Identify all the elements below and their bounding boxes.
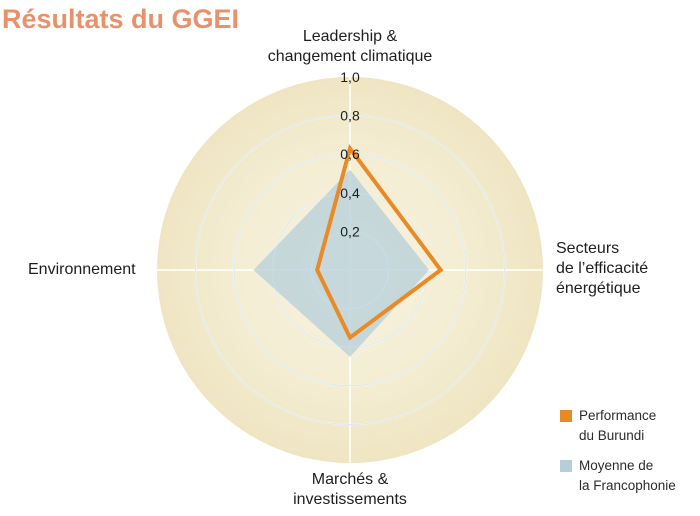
legend-swatch-francophonie: [560, 460, 572, 472]
axis-label-leadership: Leadership & changement climatique: [267, 28, 433, 65]
chart-title: Résultats du GGEI: [2, 4, 240, 34]
axis-label-environnement: Environnement: [28, 261, 136, 278]
tick-label: 0,6: [340, 146, 360, 162]
legend-item-burundi: Performance du Burundi: [560, 406, 676, 446]
tick-labels: 0,2 0,4 0,6 0,8 1,0: [340, 69, 360, 239]
legend-swatch-burundi: [560, 410, 572, 422]
tick-label: 0,4: [340, 185, 360, 201]
tick-label: 0,8: [340, 108, 360, 124]
tick-label: 0,2: [340, 223, 360, 239]
axis-label-marches: Marchés & investissements: [293, 471, 407, 508]
legend: Performance du Burundi Moyenne de la Fra…: [560, 406, 676, 506]
burundi-line: [315, 143, 444, 341]
legend-item-francophonie: Moyenne de la Francophonie: [560, 456, 676, 496]
axis-label-efficacite: Secteurs de l’efficacité énergétique: [556, 240, 649, 297]
tick-label: 1,0: [340, 69, 360, 85]
